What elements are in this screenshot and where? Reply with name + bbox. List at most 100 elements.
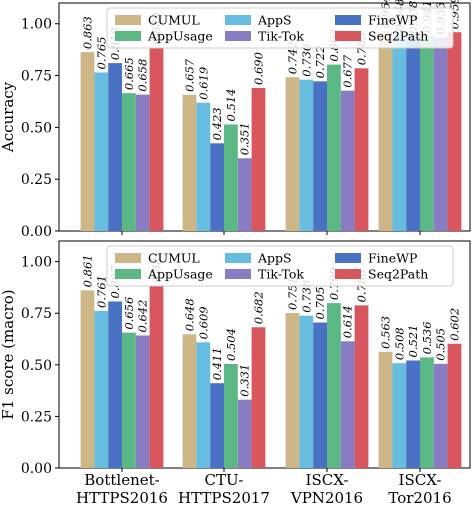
bar-appusage-3 — [327, 64, 341, 231]
bar-value-label: 0.619 — [196, 67, 210, 100]
bar-cumul-2 — [182, 94, 197, 232]
bar-appusage-3 — [327, 303, 341, 468]
legend-swatch-cumul — [115, 253, 141, 263]
bar-finewp-4 — [406, 36, 420, 231]
y-tick-label: 0.50 — [21, 120, 52, 136]
bar-seq2path-3 — [354, 305, 369, 468]
legend-swatch-finewp — [335, 253, 361, 263]
x-category-label: CTU- — [205, 471, 244, 489]
bar-value-label: 0.657 — [183, 58, 197, 92]
legend-box — [106, 245, 454, 287]
legend-label: Seq2Path — [368, 267, 428, 282]
bar-seq2path-4 — [447, 343, 462, 468]
y-tick-label: 0.50 — [21, 358, 52, 374]
bar-finewp-2 — [210, 143, 224, 231]
bar-value-label: 0.505 — [434, 328, 448, 361]
bar-tik-tok-1 — [135, 335, 150, 468]
y-tick-label: 0.75 — [21, 306, 52, 322]
bar-value-label: 0.722 — [313, 45, 327, 78]
bar-value-label: 0.508 — [392, 327, 406, 360]
y-tick-label: 1.00 — [21, 255, 52, 271]
legend-swatch-appusage — [115, 269, 141, 279]
bar-appusage-4 — [420, 357, 434, 468]
bar-finewp-1 — [108, 63, 122, 231]
x-category-label: ISCX- — [306, 471, 349, 489]
legend-label: CUMUL — [148, 251, 200, 266]
bar-value-label: 0.738 — [299, 280, 313, 313]
bar-apps-1 — [94, 72, 109, 231]
y-tick-label: 0.00 — [21, 461, 52, 477]
bar-apps-3 — [299, 79, 314, 231]
bar-tik-tok-4 — [433, 37, 448, 231]
bar-cumul-1 — [80, 290, 95, 468]
legend-label: AppS — [257, 13, 292, 28]
bar-finewp-3 — [313, 322, 327, 468]
bar-seq2path-2 — [251, 87, 266, 232]
y-tick-label: 0.25 — [21, 172, 52, 188]
bar-value-label: 0.682 — [252, 291, 266, 324]
bar-value-label: 0.765 — [94, 36, 108, 69]
legend-label: Tik-Tok — [258, 29, 304, 44]
legend-swatch-apps — [225, 15, 251, 25]
bar-value-label: 0.423 — [210, 107, 224, 140]
bar-value-label: 0.609 — [196, 306, 210, 339]
bar-value-label: 0.563 — [379, 316, 393, 349]
bar-value-label: 0.514 — [224, 89, 238, 122]
bar-value-label: 0.730 — [299, 44, 313, 77]
bar-appusage-2 — [224, 124, 238, 231]
legend-box — [106, 7, 454, 49]
bar-value-label: 0.863 — [81, 16, 95, 49]
bar-value-label: 0.665 — [122, 57, 136, 90]
legend-label: AppS — [257, 251, 292, 266]
legend-swatch-seq2path — [335, 269, 361, 279]
bar-finewp-1 — [108, 301, 122, 468]
bar-value-label: 0.648 — [183, 298, 197, 331]
bar-apps-4 — [392, 363, 407, 468]
bar-cumul-1 — [80, 52, 95, 231]
chart-panel-2: 0.00 0.25 0.50 0.75 1.00 F1 score (macro) 0.86… — [0, 240, 471, 507]
y-tick-label: 0.75 — [21, 69, 52, 85]
chart-panel-1: 0.000.250.500.751.00Accuracy0.8630.6570.… — [0, 0, 471, 240]
y-axis-label: Accuracy — [0, 81, 17, 153]
bar-cumul-4 — [378, 31, 393, 232]
bar-tik-tok-3 — [340, 90, 355, 231]
x-category-label: Tor2016 — [388, 489, 451, 507]
x-category-label: Bottlenet- — [84, 471, 159, 489]
bar-apps-3 — [299, 315, 314, 468]
bar-appusage-4 — [420, 35, 434, 232]
y-tick-label: 0.00 — [21, 224, 52, 240]
bar-value-label: 0.602 — [448, 308, 462, 341]
y-axis-label: F1 score (macro) — [0, 289, 17, 419]
bar-value-label: 0.658 — [136, 59, 150, 92]
legend-label: AppUsage — [147, 267, 213, 282]
bar-apps-4 — [392, 34, 407, 231]
legend-label: FineWP — [368, 251, 417, 266]
bar-finewp-4 — [406, 360, 420, 468]
bar-value-label: 0.521 — [406, 325, 420, 358]
bar-value-label: 0.411 — [210, 347, 224, 380]
legend-swatch-tik-tok — [225, 269, 251, 279]
bar-value-label: 0.504 — [224, 328, 238, 361]
bar-value-label: 0.761 — [94, 275, 108, 308]
bar-finewp-3 — [313, 81, 327, 231]
bar-tik-tok-1 — [135, 94, 150, 231]
bar-tik-tok-3 — [340, 341, 355, 468]
bar-seq2path-1 — [149, 47, 164, 231]
bar-apps-2 — [196, 342, 211, 468]
bar-value-label: 0.614 — [341, 305, 355, 338]
bar-value-label: 0.705 — [313, 287, 327, 320]
bar-cumul-2 — [182, 334, 197, 468]
legend-label: CUMUL — [148, 13, 200, 28]
legend-label: Tik-Tok — [258, 267, 304, 282]
bar-value-label: 0.742 — [286, 41, 300, 74]
bar-value-label: 0.536 — [420, 321, 434, 354]
bar-apps-2 — [196, 102, 211, 231]
legend: CUMUL AppS FineWP AppUsage Tik-Tok Seq2Path — [106, 245, 454, 287]
legend-swatch-apps — [225, 253, 251, 263]
bar-seq2path-2 — [251, 327, 266, 468]
bar-appusage-1 — [122, 332, 136, 468]
bar-value-label: 0.642 — [136, 300, 150, 333]
x-category-label: HTTPS2016 — [76, 489, 168, 507]
bar-tik-tok-2 — [237, 158, 252, 231]
legend-swatch-appusage — [115, 31, 141, 41]
